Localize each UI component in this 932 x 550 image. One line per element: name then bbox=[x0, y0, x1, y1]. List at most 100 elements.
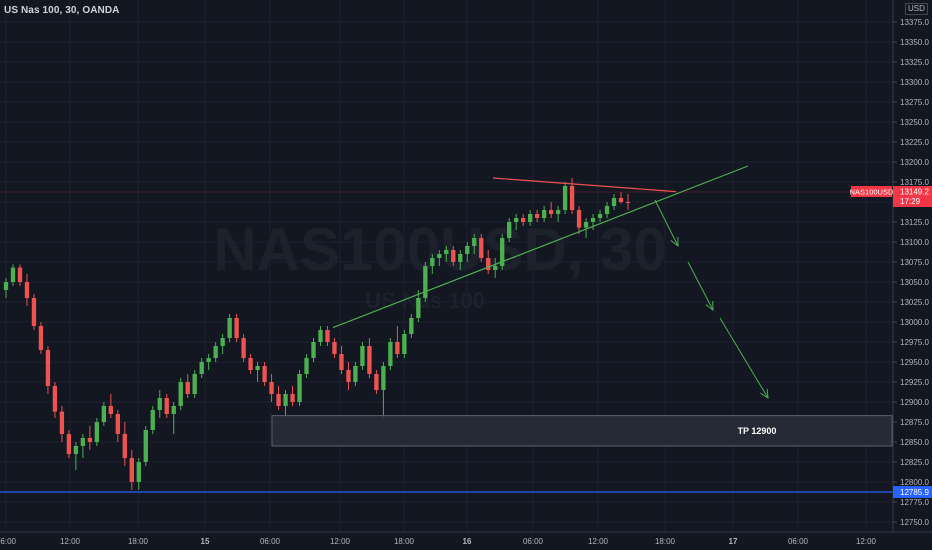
candle-body bbox=[548, 210, 554, 214]
candle bbox=[283, 390, 288, 418]
candle-body bbox=[17, 267, 23, 282]
time-tick-label: 18:00 bbox=[655, 537, 676, 546]
candle-body bbox=[388, 342, 393, 366]
projection-arrow[interactable] bbox=[654, 199, 679, 248]
current-price-tag-bg bbox=[893, 186, 932, 207]
candle bbox=[108, 394, 113, 418]
price-countdown: 17:29 bbox=[900, 197, 921, 206]
current-price-value: 13149.2 bbox=[900, 188, 929, 197]
candle-body bbox=[241, 338, 246, 358]
candle-body bbox=[527, 214, 533, 222]
currency-label[interactable]: USD bbox=[905, 3, 928, 15]
target-zone[interactable] bbox=[271, 415, 893, 447]
resistance-trendline[interactable] bbox=[492, 177, 677, 193]
candle bbox=[583, 218, 589, 238]
candle bbox=[416, 290, 421, 322]
candle bbox=[590, 214, 596, 230]
candle bbox=[486, 250, 491, 274]
candle bbox=[101, 402, 107, 426]
candle bbox=[576, 206, 582, 234]
candle-body bbox=[318, 330, 323, 342]
candle bbox=[479, 234, 484, 262]
price-tick-label: 12850.0 bbox=[900, 438, 929, 447]
symbol-tag-bg bbox=[851, 186, 892, 197]
time-tick-label: 12:00 bbox=[856, 537, 877, 546]
candle bbox=[290, 386, 295, 406]
candle-body bbox=[276, 394, 281, 406]
candle bbox=[514, 214, 519, 230]
projection-arrow[interactable] bbox=[719, 317, 769, 399]
candle-body bbox=[73, 446, 79, 454]
horizontal-level-tag: 12785.9 bbox=[893, 486, 932, 498]
arrow-shaft bbox=[719, 317, 769, 399]
candle bbox=[311, 338, 316, 362]
price-tick-label: 13275.0 bbox=[900, 98, 929, 107]
candle-body bbox=[541, 210, 547, 218]
candle bbox=[339, 346, 344, 374]
candle bbox=[527, 210, 533, 226]
candle-body bbox=[157, 398, 162, 410]
candle bbox=[360, 342, 365, 370]
candle-body bbox=[122, 434, 127, 458]
candle-body bbox=[297, 374, 302, 402]
candle-body bbox=[500, 238, 505, 266]
projection-arrow[interactable] bbox=[687, 261, 714, 312]
candle bbox=[31, 294, 37, 330]
candle-body bbox=[304, 358, 309, 374]
candle-body bbox=[367, 346, 372, 374]
time-tick-label: 18:00 bbox=[128, 537, 149, 546]
candle bbox=[562, 182, 568, 214]
time-tick-label: 17 bbox=[729, 537, 738, 546]
candle bbox=[213, 342, 218, 362]
candle bbox=[115, 410, 120, 442]
chart-title[interactable]: US Nas 100, 30, OANDA bbox=[4, 5, 120, 16]
support-trendline[interactable] bbox=[332, 165, 749, 329]
price-tick-label: 12875.0 bbox=[900, 418, 929, 427]
candle bbox=[367, 338, 372, 378]
candle-body bbox=[45, 350, 51, 386]
candle-body bbox=[192, 374, 197, 394]
candle-body bbox=[479, 238, 484, 258]
candle bbox=[521, 214, 526, 226]
candle-body bbox=[423, 266, 428, 298]
candle-body bbox=[143, 430, 148, 462]
candle bbox=[472, 234, 477, 254]
candle bbox=[500, 234, 505, 270]
candle bbox=[276, 386, 281, 410]
candle-body bbox=[311, 342, 316, 358]
candle bbox=[38, 322, 44, 354]
candle-body bbox=[416, 298, 421, 318]
price-tick-label: 13100.0 bbox=[900, 238, 929, 247]
candle bbox=[353, 362, 358, 386]
arrow-head bbox=[705, 300, 714, 312]
time-axis[interactable]: 06:00 12:00 18:00 15 06:00 12:00 18:00 16 06:00 1… bbox=[0, 531, 932, 546]
candlestick-series bbox=[3, 178, 631, 490]
price-tick-label: 12975.0 bbox=[900, 338, 929, 347]
candle-body bbox=[136, 462, 141, 482]
candle-body bbox=[3, 282, 9, 290]
candle-body bbox=[618, 198, 624, 202]
time-tick-label: 16 bbox=[463, 537, 472, 546]
candle bbox=[52, 382, 58, 418]
price-tick-label: 12775.0 bbox=[900, 498, 929, 507]
candle-body bbox=[465, 246, 470, 254]
candle-body bbox=[115, 414, 120, 434]
price-axis[interactable]: 13375.0 13350.0 13325.0 13300.0 13275.0 13250… bbox=[850, 0, 932, 550]
candle-body bbox=[220, 338, 225, 346]
candle-body bbox=[290, 394, 295, 402]
candle bbox=[430, 254, 435, 274]
candle bbox=[262, 362, 267, 386]
candle-body bbox=[597, 214, 603, 218]
candle-body bbox=[262, 366, 267, 382]
candle-body bbox=[555, 210, 561, 214]
candle-body bbox=[94, 422, 100, 442]
candle bbox=[206, 354, 211, 370]
candle-body bbox=[213, 346, 218, 358]
candle-body bbox=[108, 406, 113, 414]
price-tick-label: 12925.0 bbox=[900, 378, 929, 387]
candle bbox=[241, 334, 246, 362]
candle-body bbox=[199, 362, 204, 374]
arrow-head bbox=[760, 388, 769, 399]
candle bbox=[493, 258, 498, 278]
